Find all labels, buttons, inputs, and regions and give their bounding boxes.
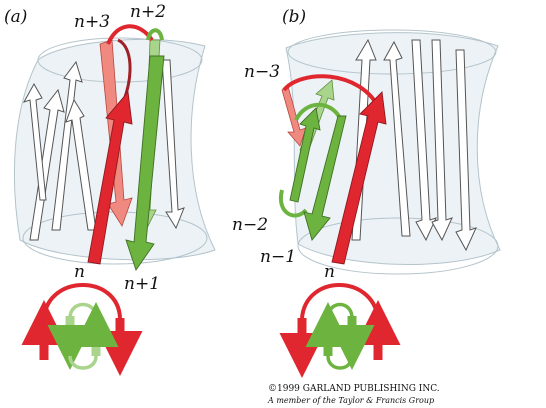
strand-n-minus-2-dark	[289, 107, 321, 203]
label-n-b: n	[324, 262, 335, 282]
panel-b-topology	[279, 283, 401, 378]
panel-b-tag: (b)	[282, 7, 306, 27]
panel-a-topology	[21, 283, 143, 376]
copyright-line-1: ©1999 GARLAND PUBLISHING INC.	[268, 384, 440, 394]
panel-a-barrel-top	[37, 37, 203, 83]
white-strand	[22, 82, 47, 201]
panel-a-white-strands	[22, 59, 185, 241]
label-n-minus-1: n−1	[260, 247, 296, 267]
copyright-notice: ©1999 GARLAND PUBLISHING INC. A member o…	[268, 383, 448, 407]
label-n-a: n	[74, 262, 85, 282]
loop-green-bottom	[278, 189, 308, 218]
white-strand	[51, 60, 83, 231]
loop-green-hairpin	[294, 102, 342, 122]
label-n-minus-3: n−3	[244, 62, 280, 82]
white-strand	[29, 88, 65, 241]
label-n-plus-2: n+2	[130, 2, 166, 22]
strand-n-b	[331, 91, 387, 265]
topo-a-green-loop-bottom	[68, 355, 98, 370]
panel-a-tag: (a)	[4, 7, 27, 27]
white-strand	[455, 49, 477, 252]
panel-b: (b) n−3 n−2 n−1 n	[232, 7, 501, 378]
topo-b-red-loop	[300, 283, 380, 319]
topo-b-green-loop-bottom	[326, 355, 354, 370]
loop-n-minus-3	[282, 74, 382, 111]
loop-n2-top	[146, 28, 164, 41]
topo-a-green-loop-top	[68, 302, 98, 319]
white-strand	[65, 98, 97, 231]
strand-n-plus-1	[125, 55, 165, 271]
panel-b-barrel-bottom	[297, 217, 499, 275]
label-n-plus-1: n+1	[124, 274, 160, 294]
white-strand	[431, 39, 453, 242]
label-n-plus-3: n+3	[74, 12, 110, 32]
label-n-minus-2: n−2	[232, 215, 268, 235]
strand-n	[87, 90, 133, 265]
topo-a-red-loop	[42, 283, 122, 319]
white-strand	[161, 59, 185, 230]
topo-b-green-loop-top	[326, 302, 354, 319]
white-strand	[383, 40, 411, 237]
white-strand	[411, 39, 437, 242]
strand-n-minus-1	[303, 115, 347, 241]
panel-a: (a) n+3 n+2 n n+1	[4, 2, 216, 376]
copyright-line-2: A member of the Taylor & Francis Group	[268, 396, 435, 405]
strand-n-minus-3	[281, 85, 307, 147]
